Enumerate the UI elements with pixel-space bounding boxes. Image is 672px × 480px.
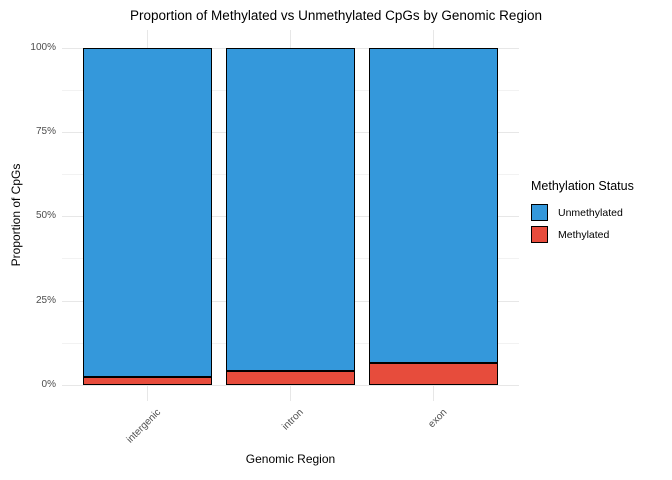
x-tick-label: exon	[425, 407, 450, 431]
y-tick-label: 50%	[35, 210, 56, 222]
bar-segment-methylated-intergenic	[83, 376, 212, 385]
legend-item-label: Unmethylated	[558, 206, 623, 219]
plot-panel	[62, 30, 519, 401]
legend-swatch-methylated	[531, 226, 548, 243]
legend-swatch-unmethylated	[531, 204, 548, 221]
legend-item-label: Methylated	[558, 228, 610, 241]
bar-segment-unmethylated-intron	[226, 47, 355, 372]
legend-item: Unmethylated	[531, 204, 669, 221]
legend-title: Methylation Status	[531, 179, 634, 193]
y-tick-label: 0%	[41, 379, 56, 390]
y-tick-label: 75%	[35, 125, 56, 137]
y-tick-label: 100%	[30, 41, 56, 53]
legend: Methylation Status Unmethylated Methylate…	[531, 179, 669, 248]
legend-items: Unmethylated Methylated	[531, 204, 669, 243]
bar-segment-unmethylated-intergenic	[83, 47, 212, 377]
x-axis-title: Genomic Region	[245, 452, 336, 466]
x-tick-label: intergenic	[125, 407, 164, 446]
x-tick-label: intron	[280, 407, 307, 433]
y-tick-label: 25%	[35, 294, 56, 306]
legend-item: Methylated	[531, 226, 669, 243]
chart-title: Proportion of Methylated vs Unmethylated…	[130, 8, 542, 23]
bar-segment-unmethylated-exon	[369, 47, 498, 364]
bar-segment-methylated-intron	[226, 371, 355, 385]
bar-segment-methylated-exon	[369, 363, 498, 385]
